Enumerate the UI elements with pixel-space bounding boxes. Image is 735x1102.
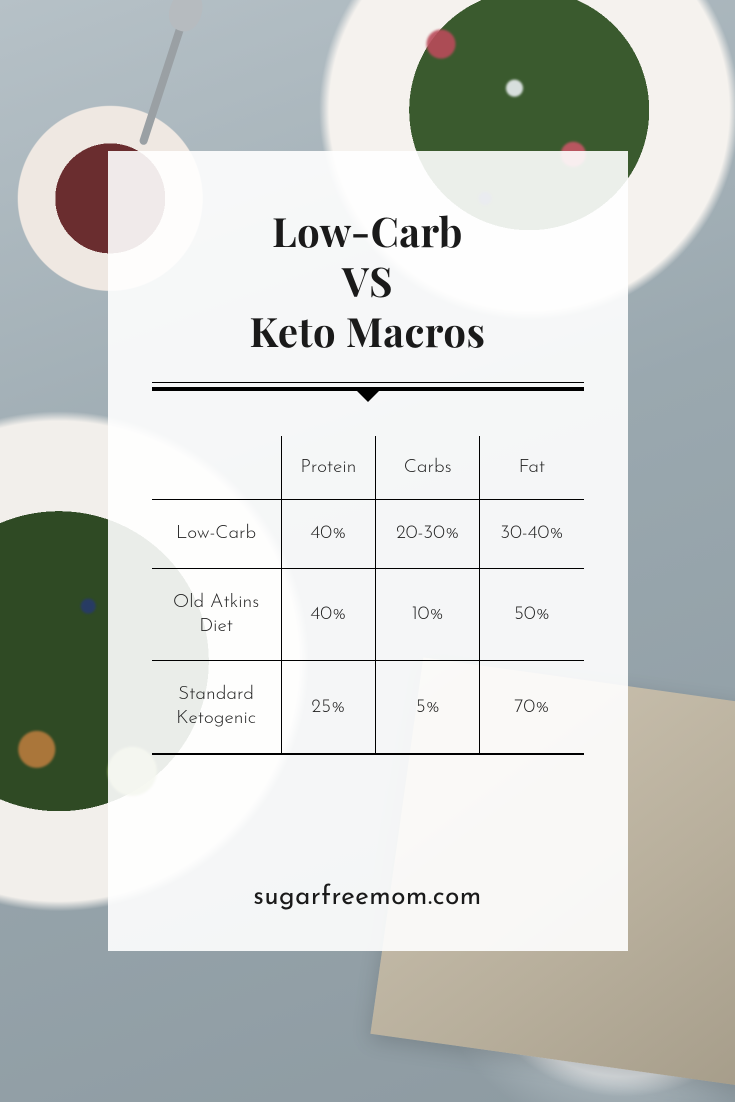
row-label: Low-Carb: [152, 500, 282, 569]
cell-carbs: 5%: [376, 661, 480, 754]
title-divider: [152, 387, 584, 402]
spoon-shape: [139, 10, 190, 146]
cell-carbs: 20-30%: [376, 500, 480, 569]
cell-protein: 25%: [281, 661, 376, 754]
title-line-2: VS: [342, 255, 393, 308]
macros-table: Protein Carbs Fat Low-Carb 40% 20-30% 30…: [152, 436, 584, 755]
chevron-down-icon: [356, 390, 380, 402]
table-row: Standard Ketogenic 25% 5% 70%: [152, 661, 584, 754]
title-line-3: Keto Macros: [249, 305, 485, 358]
header-blank: [152, 436, 282, 500]
table-header-row: Protein Carbs Fat: [152, 436, 584, 500]
title-line-1: Low-Carb: [272, 205, 463, 258]
cell-carbs: 10%: [376, 568, 480, 661]
cell-protein: 40%: [281, 568, 376, 661]
row-label: Standard Ketogenic: [152, 661, 282, 754]
header-protein: Protein: [281, 436, 376, 500]
card-title: Low-Carb VS Keto Macros: [249, 207, 485, 357]
cell-fat: 70%: [480, 661, 584, 754]
footer-credit: sugarfreemom.com: [108, 884, 628, 911]
table-row: Old Atkins Diet 40% 10% 50%: [152, 568, 584, 661]
cell-fat: 50%: [480, 568, 584, 661]
row-label: Old Atkins Diet: [152, 568, 282, 661]
info-card: Low-Carb VS Keto Macros Protein Carbs Fa…: [108, 151, 628, 951]
table-row: Low-Carb 40% 20-30% 30-40%: [152, 500, 584, 569]
cell-fat: 30-40%: [480, 500, 584, 569]
divider-rule: [152, 387, 584, 391]
header-fat: Fat: [480, 436, 584, 500]
header-carbs: Carbs: [376, 436, 480, 500]
cell-protein: 40%: [281, 500, 376, 569]
